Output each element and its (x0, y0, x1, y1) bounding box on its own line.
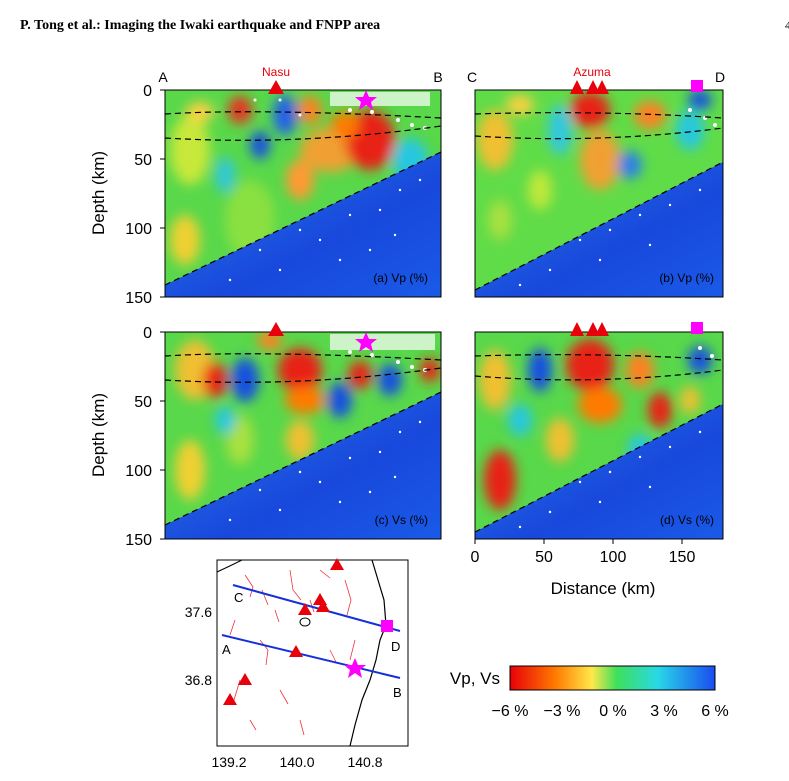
distance-axis-label: Distance (km) (551, 579, 656, 598)
panel-d-label: (d) Vs (%) (660, 513, 714, 527)
azuma-volcano-marker-b1 (570, 80, 584, 94)
coastline (349, 559, 387, 747)
panel-b-label: (b) Vp (%) (659, 271, 714, 285)
panel-a: Nasu A B (a) Vp (%) 0 50 100 150 Depth (… (89, 65, 443, 307)
azuma-volcano-marker-d1 (570, 322, 584, 336)
azuma-label: Azuma (573, 65, 611, 79)
depth-tick-100-bottom: 100 (125, 463, 152, 480)
azuma-volcano-marker-b3 (595, 80, 609, 94)
iwaki-epicenter-star-a (355, 90, 377, 110)
paper-header: P. Tong et al.: Imaging the Iwaki earthq… (20, 18, 381, 33)
map-label-d: D (391, 639, 400, 654)
colorbar: Vp, Vs −6 % −3 % 0 % 3 % 6 % (450, 665, 729, 720)
distance-tick-0: 0 (471, 549, 480, 566)
azuma-volcano-marker-d3 (595, 322, 609, 336)
map-label-a: A (222, 642, 231, 657)
profile-a-start-label: A (158, 69, 168, 85)
panel-d: (d) Vs (%) 0 50 100 150 Distance (km) (471, 322, 724, 598)
panel-b: Azuma C D (b) Vp (%) (467, 65, 725, 298)
azuma-volcano-marker-d2 (586, 322, 600, 336)
depth-tick-150-bottom: 150 (125, 532, 152, 549)
colorbar-label: Vp, Vs (450, 669, 500, 688)
nasu-volcano-marker-a (268, 80, 284, 94)
colorbar-tick-neg3: −3 % (544, 703, 581, 720)
volcano-marker-map-4 (316, 600, 330, 612)
map-label-c: C (234, 590, 243, 605)
page-number: 4 (785, 18, 789, 32)
depth-axis-label-bottom: Depth (km) (89, 393, 108, 477)
lon-tick-140-8: 140.8 (347, 754, 382, 770)
map-label-b: B (393, 685, 402, 700)
colorbar-tick-neg6: −6 % (492, 703, 529, 720)
location-map: C A D B 37.6 36.8 139.2 140.0 140.8 (185, 558, 409, 770)
volcano-marker-map-7 (223, 693, 237, 705)
iwaki-epicenter-star-map (344, 658, 366, 678)
depth-tick-150-top: 150 (125, 290, 152, 307)
panel-a-label: (a) Vp (%) (373, 271, 428, 285)
fnpp-square-d (691, 322, 703, 334)
azuma-volcano-marker-b2 (586, 80, 600, 94)
volcano-marker-map-6 (238, 673, 252, 685)
lat-tick-37-6: 37.6 (185, 604, 212, 620)
depth-tick-100-top: 100 (125, 221, 152, 238)
depth-axis-label-top: Depth (km) (89, 151, 108, 235)
lon-tick-140-0: 140.0 (279, 754, 314, 770)
colorbar-tick-6: 6 % (701, 703, 729, 720)
depth-tick-0-top: 0 (143, 83, 152, 100)
panel-b-image (475, 90, 723, 297)
distance-tick-150: 150 (669, 549, 696, 566)
nasu-label: Nasu (262, 65, 290, 79)
depth-tick-0-bottom: 0 (143, 325, 152, 342)
panel-d-image (475, 332, 723, 539)
volcano-marker-map-1 (330, 558, 344, 570)
panel-a-image (165, 90, 441, 297)
colorbar-tick-3: 3 % (650, 703, 678, 720)
volcano-marker-map-5 (289, 645, 303, 657)
panel-c: (c) Vs (%) 0 50 100 150 Depth (km) (89, 322, 442, 549)
fnpp-square-b (691, 80, 703, 92)
distance-tick-50: 50 (535, 549, 553, 566)
panel-c-label: (c) Vs (%) (375, 513, 428, 527)
colorbar-tick-0: 0 % (599, 703, 627, 720)
profile-a-end-label: B (433, 69, 442, 85)
depth-tick-50-top: 50 (134, 152, 152, 169)
lat-tick-36-8: 36.8 (185, 672, 212, 688)
nasu-volcano-marker-c (268, 322, 284, 336)
active-faults (229, 569, 356, 736)
profile-d-end-label: D (715, 69, 725, 85)
profile-line-cd (232, 584, 401, 632)
iwaki-epicenter-star-c (355, 332, 377, 352)
distance-tick-100: 100 (600, 549, 627, 566)
colorbar-gradient (509, 665, 716, 691)
fnpp-square-map (381, 620, 393, 632)
lon-tick-139-2: 139.2 (211, 754, 246, 770)
panel-c-image (165, 332, 441, 539)
profile-line-ab (221, 634, 401, 679)
volcano-marker-map-3 (298, 603, 312, 615)
depth-tick-50-bottom: 50 (134, 394, 152, 411)
profile-c-start-label: C (467, 69, 477, 85)
